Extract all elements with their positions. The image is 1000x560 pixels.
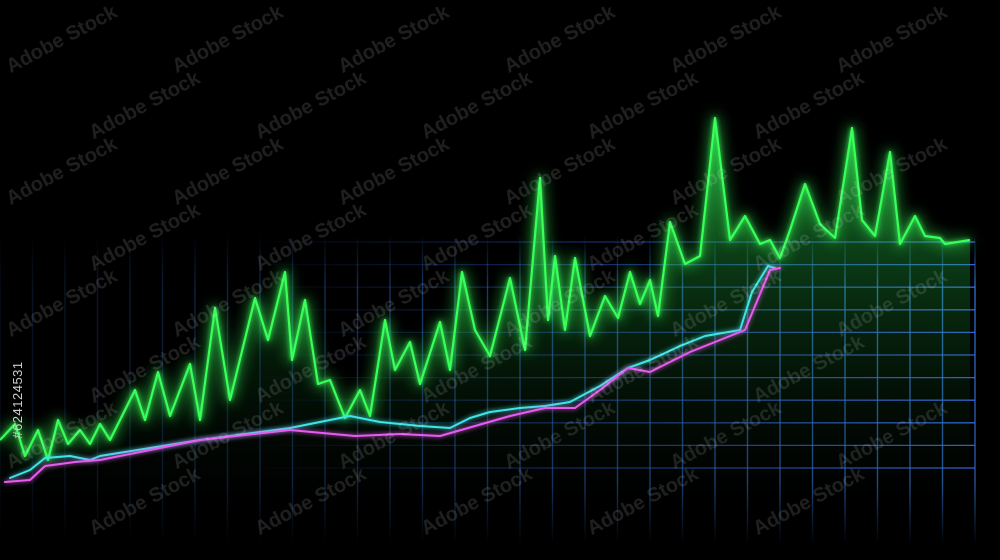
- series-area-green: [0, 118, 970, 492]
- stock-id-label: #624124531: [10, 361, 25, 438]
- series-line-magenta: [4, 267, 781, 483]
- series-line-green: [0, 116, 971, 462]
- series-layer: [0, 114, 971, 492]
- series-line-cyan: [9, 265, 776, 479]
